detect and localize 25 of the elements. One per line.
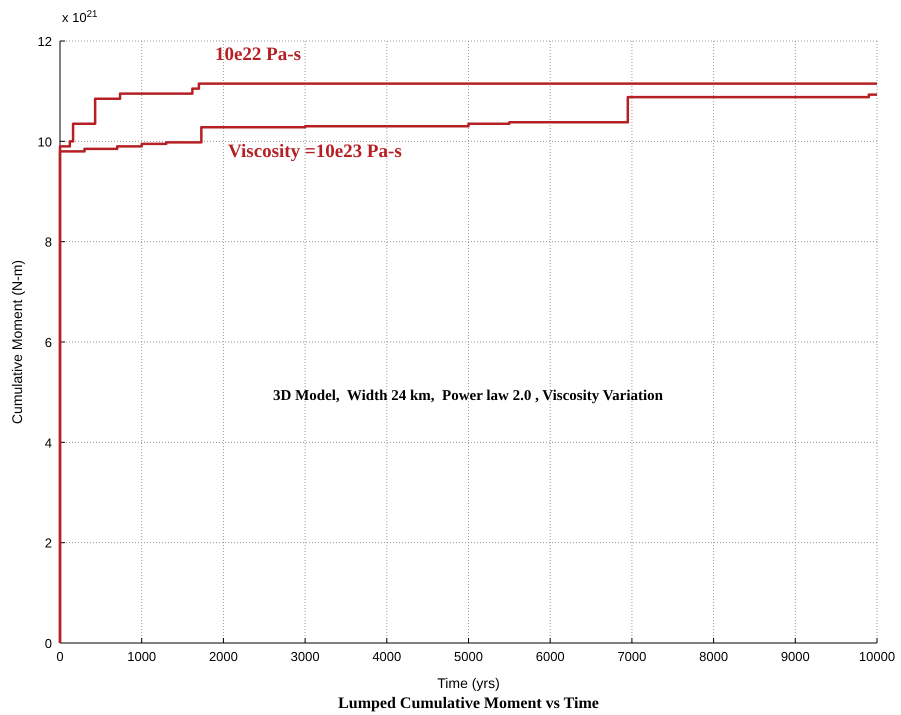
x-tick-label: 5000 <box>454 649 483 664</box>
y-tick-label: 2 <box>44 536 52 551</box>
series-label: Viscosity =10e23 Pa-s <box>228 141 402 162</box>
y-tick-label: 12 <box>38 34 52 49</box>
x-tick-label: 10000 <box>858 649 896 664</box>
x-tick-label: 8000 <box>699 649 728 664</box>
y-tick-label: 6 <box>44 335 52 350</box>
annotation: 3D Model, Width 24 km, Power law 2.0 , Viscosity Variation <box>272 388 664 404</box>
x-tick-label: 7000 <box>617 649 646 664</box>
x-tick-label: 2000 <box>208 649 238 664</box>
y-tick-label: 4 <box>44 435 52 450</box>
y-tick-label: 10 <box>38 134 52 150</box>
x-tick-label: 9000 <box>780 649 810 664</box>
y-axis-title: Cumulative Moment (N-m) <box>9 260 25 424</box>
text: Lumped Cumulative Moment vs Time <box>338 695 599 712</box>
series-label: 10e22 Pa-s <box>215 44 302 65</box>
y-tick-label: 0 <box>44 636 52 651</box>
text: x 10$^{21}$ <box>62 8 98 25</box>
x-tick-label: 6000 <box>536 649 565 664</box>
x-axis-title: Time (yrs) <box>437 675 500 691</box>
x-tick-label: 4000 <box>372 649 402 664</box>
y-tick-label: 8 <box>44 234 52 250</box>
x-tick-label: 1000 <box>127 649 156 664</box>
x-tick-label: 3000 <box>290 649 320 664</box>
x-tick-label: 0 <box>56 649 64 664</box>
